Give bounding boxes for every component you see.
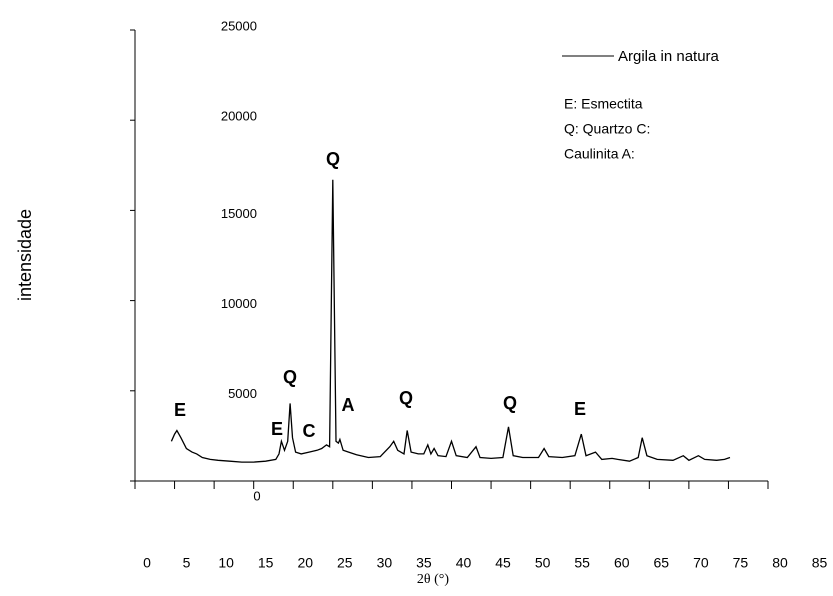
x-tick-label: 20 xyxy=(297,555,313,571)
x-tick-label: 45 xyxy=(495,555,511,571)
x-tick-label: 0 xyxy=(143,555,151,571)
x-tick-label: 15 xyxy=(258,555,274,571)
x-tick-label: 50 xyxy=(535,555,551,571)
peak-label: Q xyxy=(503,393,517,413)
y-axis-label: intensidade xyxy=(15,209,35,301)
x-tick-label: 10 xyxy=(218,555,234,571)
x-tick-label: 40 xyxy=(456,555,472,571)
y-tick-label: 5000 xyxy=(228,386,257,401)
x-tick-label: 55 xyxy=(574,555,590,571)
x-axis-label: 2θ (°) xyxy=(417,572,449,587)
y-tick-label: 15000 xyxy=(221,206,257,221)
y-tick-label: 0 xyxy=(253,488,260,503)
peak-label: A xyxy=(342,395,355,415)
peak-label: Q xyxy=(399,388,413,408)
peak-label: E xyxy=(574,399,586,419)
y-tick-label: 10000 xyxy=(221,296,257,311)
x-tick-label: 35 xyxy=(416,555,432,571)
x-tick-label: 60 xyxy=(614,555,630,571)
x-tick-label: 65 xyxy=(654,555,670,571)
peak-label: E xyxy=(271,419,283,439)
y-tick-label: 20000 xyxy=(221,109,257,124)
peak-label: Q xyxy=(326,149,340,169)
note: E: Esmectita xyxy=(564,96,643,112)
x-tick-label: 25 xyxy=(337,555,353,571)
x-tick-label: 30 xyxy=(377,555,393,571)
y-tick-label: 25000 xyxy=(221,18,257,33)
x-tick-label: 5 xyxy=(183,555,191,571)
peak-label: E xyxy=(174,400,186,420)
x-tick-label: 85 xyxy=(812,555,828,571)
peak-label: C xyxy=(303,421,316,441)
peak-label: Q xyxy=(283,367,297,387)
legend-label: Argila in natura xyxy=(618,48,720,65)
x-tick-label: 75 xyxy=(733,555,749,571)
x-tick-label: 80 xyxy=(772,555,788,571)
note: Caulinita A: xyxy=(564,146,635,162)
data-line xyxy=(170,179,731,463)
note: Q: Quartzo C: xyxy=(564,121,650,137)
x-tick-label: 70 xyxy=(693,555,709,571)
